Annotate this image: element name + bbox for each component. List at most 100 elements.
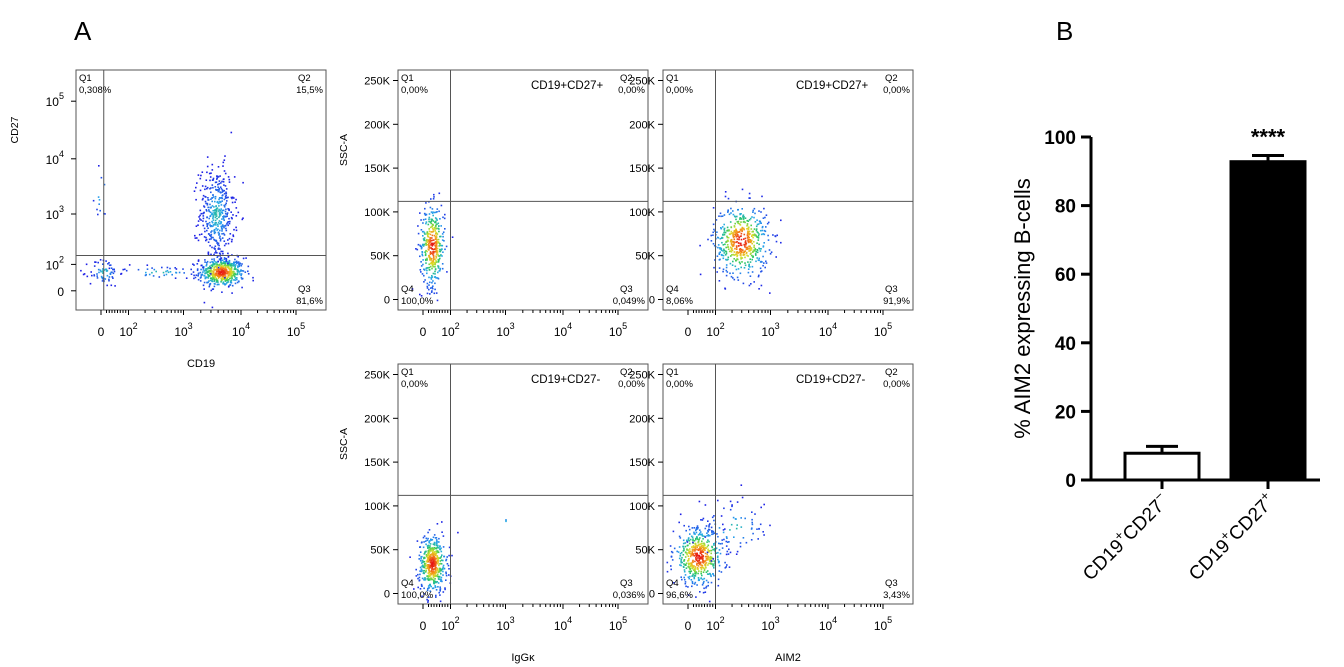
event-dot [694, 570, 696, 573]
event-dot [433, 248, 436, 251]
q2-value: 0,00% [618, 85, 645, 96]
event-dot [732, 232, 734, 234]
event-dot [422, 570, 424, 572]
event-dot [425, 537, 428, 540]
event-dot [769, 253, 772, 255]
event-dot [228, 259, 231, 262]
event-dot [440, 576, 443, 579]
event-dot [225, 283, 227, 285]
event-dot [694, 538, 697, 541]
event-dot [710, 581, 713, 584]
q1-label: Q1 [666, 367, 679, 378]
bar-category-label: CD19+CD27+ [1182, 488, 1279, 585]
event-dot [195, 225, 198, 227]
event-dot [423, 572, 425, 574]
event-dot [719, 247, 721, 249]
event-dot [702, 554, 704, 557]
event-dot [166, 266, 169, 269]
y-tick-label: 103 [46, 204, 64, 222]
event-dot [222, 266, 224, 268]
event-dot [747, 241, 750, 244]
event-dot [217, 189, 219, 191]
event-dot [427, 564, 430, 567]
event-dot [108, 279, 110, 282]
plot-title: CD19+CD27+ [531, 80, 604, 92]
event-dot [213, 231, 216, 233]
event-dot [428, 575, 431, 577]
event-dot [214, 212, 217, 215]
event-dot [434, 247, 436, 250]
event-dot [685, 585, 687, 588]
event-dot [708, 562, 710, 565]
event-dot [430, 247, 433, 249]
event-dot [171, 273, 173, 276]
event-dot [442, 566, 444, 568]
event-dot [208, 238, 211, 241]
event-dot [428, 546, 431, 549]
event-dot [687, 594, 690, 596]
event-dot [236, 278, 238, 281]
event-dot [731, 254, 733, 256]
event-dot [433, 250, 435, 253]
event-dot [419, 588, 422, 590]
event-dot [203, 236, 206, 238]
event-dot [704, 504, 707, 506]
event-dot [430, 276, 432, 279]
event-dot [722, 531, 725, 534]
y-tick-label: 250K [364, 370, 390, 382]
event-dot [687, 544, 689, 547]
event-dot [756, 257, 758, 259]
event-dot [755, 254, 757, 256]
event-dot [718, 280, 721, 282]
bar-y-tick-label: 100 [1044, 128, 1076, 149]
event-dot [420, 569, 423, 571]
event-dot [216, 207, 219, 209]
event-dot [217, 176, 220, 178]
event-dot [207, 251, 210, 254]
event-dot [219, 201, 222, 203]
panel-a-letter: A [74, 16, 92, 46]
event-dot [421, 244, 424, 247]
event-dot [214, 200, 216, 203]
event-dot [218, 263, 221, 266]
event-dot [435, 537, 438, 539]
event-dot [430, 547, 433, 550]
event-dot [207, 241, 210, 243]
event-dot [763, 262, 765, 264]
event-dot [439, 250, 442, 253]
event-dot [729, 508, 732, 511]
event-dot [146, 268, 149, 270]
event-dot [681, 578, 683, 581]
event-dot [688, 570, 690, 573]
event-dot [707, 564, 709, 566]
event-dot [747, 271, 750, 274]
event-dot [695, 572, 697, 575]
event-dot [420, 562, 423, 564]
event-dot [695, 531, 698, 534]
event-dot [707, 238, 709, 241]
event-dot [724, 528, 726, 530]
event-dot [429, 579, 431, 581]
event-dot [670, 568, 672, 571]
event-dot [431, 264, 434, 267]
event-dot [210, 207, 212, 209]
event-dot [750, 224, 752, 227]
event-dot [210, 213, 213, 216]
event-dot [213, 212, 215, 214]
event-dot [441, 244, 444, 247]
event-dot [713, 515, 715, 517]
event-dot [697, 577, 700, 579]
event-dot [422, 536, 425, 539]
event-dot [213, 206, 215, 208]
event-dot [224, 155, 226, 157]
event-dot [780, 241, 782, 244]
event-dot [756, 251, 759, 254]
event-dot [702, 542, 704, 545]
event-dot [739, 252, 742, 255]
event-dot [725, 252, 728, 255]
event-dot [215, 222, 217, 224]
event-dot [212, 277, 214, 279]
event-dot [218, 252, 221, 255]
event-dot [108, 262, 110, 264]
event-dot [219, 268, 221, 270]
